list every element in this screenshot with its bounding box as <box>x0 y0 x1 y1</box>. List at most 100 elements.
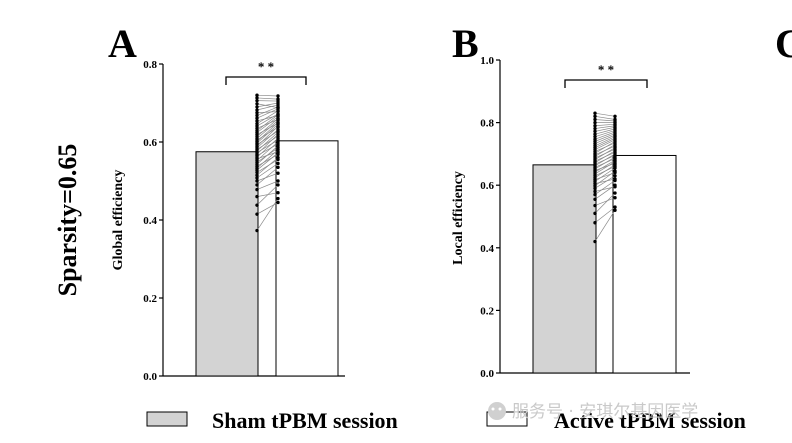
panel-b-sham-point <box>593 126 597 131</box>
panel-b-paired-line <box>594 155 616 165</box>
panel-b-paired-line <box>594 161 616 175</box>
panel-a-sham-point <box>255 98 259 103</box>
panel-a-sham-point <box>255 116 259 120</box>
panel-a-sham-point <box>255 187 259 192</box>
panel-b-paired-line <box>594 159 616 173</box>
panel-b-paired-line <box>594 186 616 192</box>
panel-b-sham-point <box>593 120 597 125</box>
panel-b-paired-line <box>594 119 616 122</box>
panel-a-ytick-label: 0.4 <box>143 215 157 227</box>
panel-a-paired-line <box>256 198 279 231</box>
panel-a-active-point <box>276 165 280 170</box>
panel-a-sham-point <box>255 128 259 133</box>
panel-a-paired-line <box>256 113 279 127</box>
panel-b-sham-point <box>593 137 597 141</box>
panel-a-paired-line <box>256 143 279 156</box>
panel-b-paired-line <box>594 136 616 147</box>
panel-a-ytick-label: 0.2 <box>143 293 157 305</box>
panel-b-sig-bracket <box>564 79 648 88</box>
panel-b-paired-line <box>594 172 616 180</box>
panel-a-active-point <box>276 117 280 122</box>
watermark-text: 服务号 · 安琪尔基因医学 <box>512 402 698 422</box>
panel-a-sham-point <box>255 93 259 97</box>
panel-b-paired-line <box>594 125 616 129</box>
legend-swatch-sham <box>146 411 188 427</box>
panel-a-active-point <box>276 125 280 129</box>
panel-a-active-point <box>276 171 280 175</box>
panel-b-sham-point <box>593 186 597 191</box>
panel-b-ytick-label: 0.8 <box>480 118 494 130</box>
panel-b-active-point <box>613 170 617 175</box>
panel-a-paired-line <box>256 192 279 197</box>
panel-b-paired-lines <box>594 112 616 242</box>
panel-a-active-point <box>276 109 280 114</box>
panel-a-paired-line <box>256 180 279 190</box>
panel-a-paired-line <box>256 129 279 149</box>
panel-b-paired-line <box>594 133 616 142</box>
panel-a-sham-point <box>255 96 259 100</box>
panel-a-sig-marker: * * <box>258 59 274 74</box>
panel-a-active-point <box>276 191 280 195</box>
panel-a-active-point <box>276 97 280 101</box>
panel-b-sham-point <box>593 211 597 216</box>
panel-a-paired-line <box>256 167 279 186</box>
panel-a-active-point <box>276 138 280 142</box>
panel-b-sham-point <box>593 221 597 225</box>
panel-a-paired-line <box>256 119 279 129</box>
panel-b-paired-line <box>594 139 616 150</box>
panel-a-sham-point <box>255 113 259 118</box>
panel-b-paired-line <box>594 210 616 242</box>
panel-b-paired-line <box>594 167 616 182</box>
panel-a-active-point <box>276 200 280 205</box>
panel-a-sham-point <box>255 194 259 199</box>
panel-b-sham-point <box>593 239 597 244</box>
panel-b-paired-line <box>594 134 616 144</box>
panel-c-letter-partial: C <box>775 21 792 66</box>
panel-a-sham-point <box>255 173 259 177</box>
panel-a-active-point <box>276 161 280 166</box>
panel-b-paired-line <box>594 152 616 162</box>
panel-b-paired-line <box>594 145 616 156</box>
panel-b-sham-point <box>593 114 597 119</box>
panel-b-sham-point <box>593 111 597 115</box>
panel-a-active-point <box>276 146 280 150</box>
panel-b-active-point <box>613 147 617 151</box>
panel-a-active-point <box>276 152 280 157</box>
panel-b-active-point <box>613 174 617 178</box>
panel-b-paired-line <box>594 142 616 152</box>
panel-a-ylabel: Global efficiency <box>111 170 126 271</box>
panel-a-paired-line <box>256 159 279 173</box>
panel-a-sham-point <box>255 102 259 106</box>
panel-b-active-point <box>613 177 617 181</box>
panel-b-paired-line <box>594 175 616 189</box>
panel-a-sham-point <box>255 212 259 216</box>
panel-a-active-bar <box>275 140 339 377</box>
panel-a-sham-point <box>255 170 259 175</box>
panel-a-active-point <box>276 179 280 183</box>
panel-a-sham-bar <box>195 151 259 377</box>
panel-a-sham-point <box>255 179 259 183</box>
panel-b-active-point <box>613 164 617 169</box>
panel-b-active-point <box>613 191 617 195</box>
panel-a-paired-line <box>256 106 279 116</box>
panel-a-active-point <box>276 142 280 146</box>
panel-b-ylabel: Local efficiency <box>451 171 466 265</box>
panel-b-active-point <box>613 205 617 209</box>
panel-b-active-point <box>613 156 617 161</box>
panel-a-paired-line <box>256 130 279 146</box>
panel-a-paired-line <box>256 154 279 167</box>
panel-b-sham-point <box>593 129 597 134</box>
panel-a-paired-line <box>256 102 279 108</box>
panel-a-paired-lines <box>256 94 279 231</box>
panel-b-paired-line <box>594 166 616 177</box>
panel-a-paired-line <box>256 126 279 141</box>
panel-a-paired-line <box>256 184 279 206</box>
panel-a-sham-point <box>255 119 259 123</box>
panel-a-active-point <box>276 129 280 133</box>
panel-b-paired-line <box>594 130 616 138</box>
panel-a-chart: 0.0 0.2 0.4 0.6 0.8 * * <box>143 59 345 383</box>
panel-a-paired-line <box>256 118 279 137</box>
panel-a-sham-point <box>255 183 259 187</box>
panel-a-active-point <box>276 94 280 98</box>
panel-b-letter: B <box>452 21 479 66</box>
